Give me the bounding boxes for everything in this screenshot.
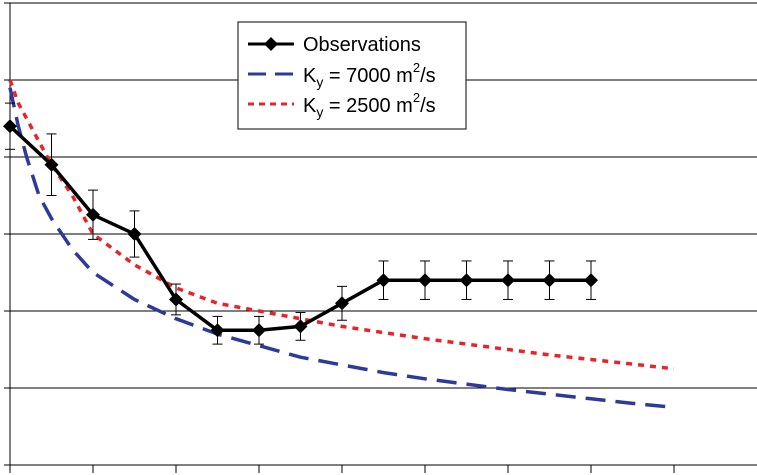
legend-label-ky7000-sup: 2 (413, 60, 420, 75)
series-line-ky2500 (8, 79, 675, 371)
data-point-observation (44, 157, 59, 172)
legend: Observations Ky = 7000 m2/s Ky = 2500 m2… (237, 21, 467, 130)
legend-label-ky2500-sup: 2 (413, 90, 420, 105)
data-point-observation (376, 273, 391, 288)
data-point-observation (293, 319, 308, 334)
legend-label-ky2500-tail: /s (420, 95, 436, 117)
legend-label-ky2500-rest: = 2500 m (323, 95, 413, 117)
data-point-observation (542, 273, 557, 288)
legend-label-ky2500-sub: y (316, 104, 323, 120)
legend-marker-observations (264, 37, 278, 51)
legend-label-ky2500: Ky = 2500 m2/s (303, 90, 436, 120)
data-point-observation (127, 227, 142, 241)
data-point-observation (335, 296, 349, 311)
data-point-observation (418, 273, 432, 288)
data-point-observation (169, 292, 183, 307)
legend-label-ky7000-tail: /s (420, 65, 436, 87)
data-point-observation (501, 273, 515, 288)
data-point-observation (584, 273, 598, 288)
legend-label-ky7000-rest: = 7000 m (323, 65, 413, 87)
data-point-observation (86, 207, 100, 222)
series-layer (3, 79, 675, 410)
series-line-ky7000 (8, 87, 675, 410)
legend-label-ky2500-base: K (303, 95, 317, 117)
data-point-observation (252, 323, 266, 338)
data-point-observation (3, 119, 17, 134)
legend-label-observations: Observations (303, 34, 421, 56)
data-point-observation (459, 273, 474, 288)
legend-label-ky7000: Ky = 7000 m2/s (303, 60, 436, 90)
legend-label-ky7000-sub: y (316, 74, 323, 90)
legend-label-ky7000-base: K (303, 65, 317, 87)
data-point-observation (210, 323, 225, 338)
